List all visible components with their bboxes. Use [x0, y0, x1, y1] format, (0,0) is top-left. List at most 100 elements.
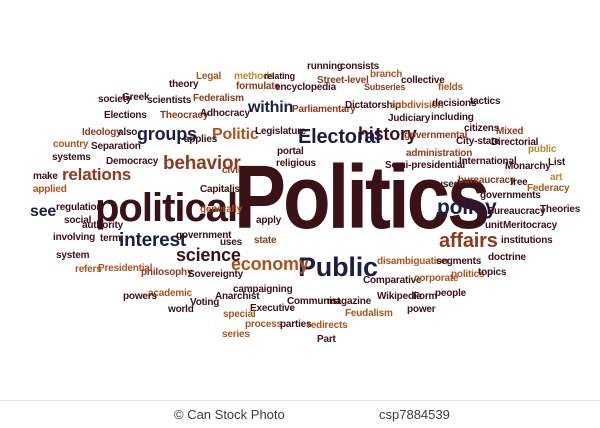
- cloud-word: tactics: [470, 96, 501, 107]
- cloud-word: institutions: [501, 235, 553, 246]
- cloud-word: International: [459, 156, 517, 167]
- cloud-word: corporate: [414, 273, 459, 284]
- cloud-word: Part: [317, 334, 336, 345]
- cloud-word: citizens: [464, 123, 500, 134]
- cloud-word: administration: [406, 148, 473, 159]
- cloud-word: public: [528, 144, 557, 155]
- cloud-word: apply: [256, 215, 282, 226]
- cloud-word: fields: [438, 82, 463, 93]
- cloud-word: doctrine: [488, 252, 526, 263]
- cloud-word: special: [223, 309, 256, 320]
- cloud-word: Executive: [250, 303, 295, 314]
- cloud-word: make: [33, 171, 58, 182]
- cloud-word: Bureaucracy: [487, 206, 546, 217]
- cloud-word: Judiciary: [388, 113, 431, 124]
- cloud-word: politics: [451, 269, 485, 280]
- cloud-word: Feudalism: [345, 308, 393, 319]
- cloud-word: religious: [276, 158, 316, 169]
- cloud-word: theory: [169, 79, 199, 90]
- cloud-word: Theocracy: [160, 110, 209, 121]
- cloud-word: redirects: [307, 320, 348, 331]
- cloud-word: Wikipedia: [377, 291, 422, 302]
- cloud-word: governmental: [404, 130, 468, 141]
- cloud-word: Greek: [122, 92, 150, 103]
- cloud-word: portal: [277, 146, 304, 157]
- cloud-word: consists: [340, 61, 379, 72]
- cloud-word: Street-level: [317, 75, 369, 86]
- cloud-word: science: [176, 245, 241, 265]
- cloud-word: groups: [137, 124, 197, 144]
- cloud-word: term: [100, 233, 121, 244]
- cloud-word: power: [407, 304, 436, 315]
- cloud-word: world: [168, 304, 194, 315]
- cloud-word: disambiguation: [377, 256, 449, 267]
- cloud-word: powers: [123, 291, 157, 302]
- stock-image-id: csp7884539: [379, 407, 450, 422]
- cloud-word: subdivision: [390, 100, 444, 111]
- cloud-word: social: [64, 215, 92, 226]
- cloud-word: Capitalist: [200, 184, 244, 195]
- cloud-word: relating: [264, 71, 295, 81]
- stock-footer: © Can Stock Photo csp7884539: [0, 400, 600, 428]
- cloud-word: country: [53, 139, 89, 150]
- cloud-word: also: [118, 127, 138, 138]
- cloud-word: Politic: [212, 126, 259, 143]
- cloud-word: system: [56, 250, 90, 261]
- cloud-word: Theories: [540, 204, 581, 215]
- copyright-credit: © Can Stock Photo: [174, 407, 285, 422]
- cloud-word: used: [437, 179, 460, 190]
- cloud-word: Legal: [196, 71, 222, 82]
- cloud-word: series: [222, 329, 250, 340]
- cloud-word: formulate: [236, 81, 280, 92]
- cloud-word: Form: [413, 291, 438, 302]
- cloud-word: Parliamentary: [292, 104, 356, 115]
- cloud-word: refers: [75, 264, 102, 275]
- word-cloud: Politics political Public economy history Ele…: [30, 61, 581, 345]
- cloud-word: Ideology: [82, 127, 122, 138]
- cloud-word: applied: [33, 184, 67, 195]
- cloud-word: Legislature: [255, 126, 307, 137]
- cloud-word: unit: [485, 220, 503, 231]
- cloud-word: affairs: [439, 230, 498, 252]
- cloud-word: academic: [148, 288, 192, 299]
- cloud-word: branch: [370, 69, 403, 80]
- cloud-word: Mixed: [496, 126, 524, 137]
- cloud-word: political: [95, 186, 238, 230]
- cloud-word: Electoral: [298, 126, 381, 148]
- cloud-word: topics: [478, 267, 507, 278]
- cloud-word: regulation: [56, 202, 103, 213]
- cloud-word: Dictatorship: [345, 100, 401, 111]
- cloud-word: people: [435, 288, 467, 299]
- cloud-word: see: [30, 203, 57, 220]
- cloud-word: Communist: [287, 296, 341, 307]
- cloud-word: List: [548, 157, 565, 168]
- cloud-word: Meritocracy: [503, 220, 557, 231]
- cloud-word: generally: [200, 204, 243, 215]
- cloud-word: involving: [53, 232, 96, 243]
- cloud-word: Sovereignty: [188, 269, 244, 280]
- cloud-word: society: [98, 94, 132, 105]
- cloud-word: free: [510, 177, 528, 188]
- cloud-word: applies: [184, 134, 218, 145]
- cloud-word: including: [431, 112, 474, 123]
- cloud-word: segments: [436, 256, 482, 267]
- cloud-word: state: [254, 235, 277, 246]
- cloud-word: Federalism: [193, 93, 244, 104]
- cloud-word: scientists: [147, 95, 192, 106]
- cloud-word: Anarchist: [215, 291, 260, 302]
- cloud-word: Voting: [190, 297, 220, 308]
- cloud-word: economy: [231, 254, 309, 274]
- cloud-word: Presidential: [98, 263, 153, 274]
- cloud-word: methods: [234, 71, 275, 82]
- cloud-word: City-state: [456, 136, 500, 147]
- cloud-word: encyclopedia: [275, 82, 336, 93]
- cloud-word: uses: [220, 237, 242, 248]
- cloud-word: collective: [401, 75, 445, 86]
- cloud-word: Directorial: [491, 137, 539, 148]
- cloud-word: art: [550, 172, 563, 183]
- cloud-word: philosophy: [141, 267, 193, 278]
- cloud-word: relations: [62, 165, 132, 184]
- cloud-word: Federacy: [527, 183, 570, 194]
- cloud-word: within: [248, 99, 294, 116]
- cloud-word: bureaucracy: [458, 175, 516, 186]
